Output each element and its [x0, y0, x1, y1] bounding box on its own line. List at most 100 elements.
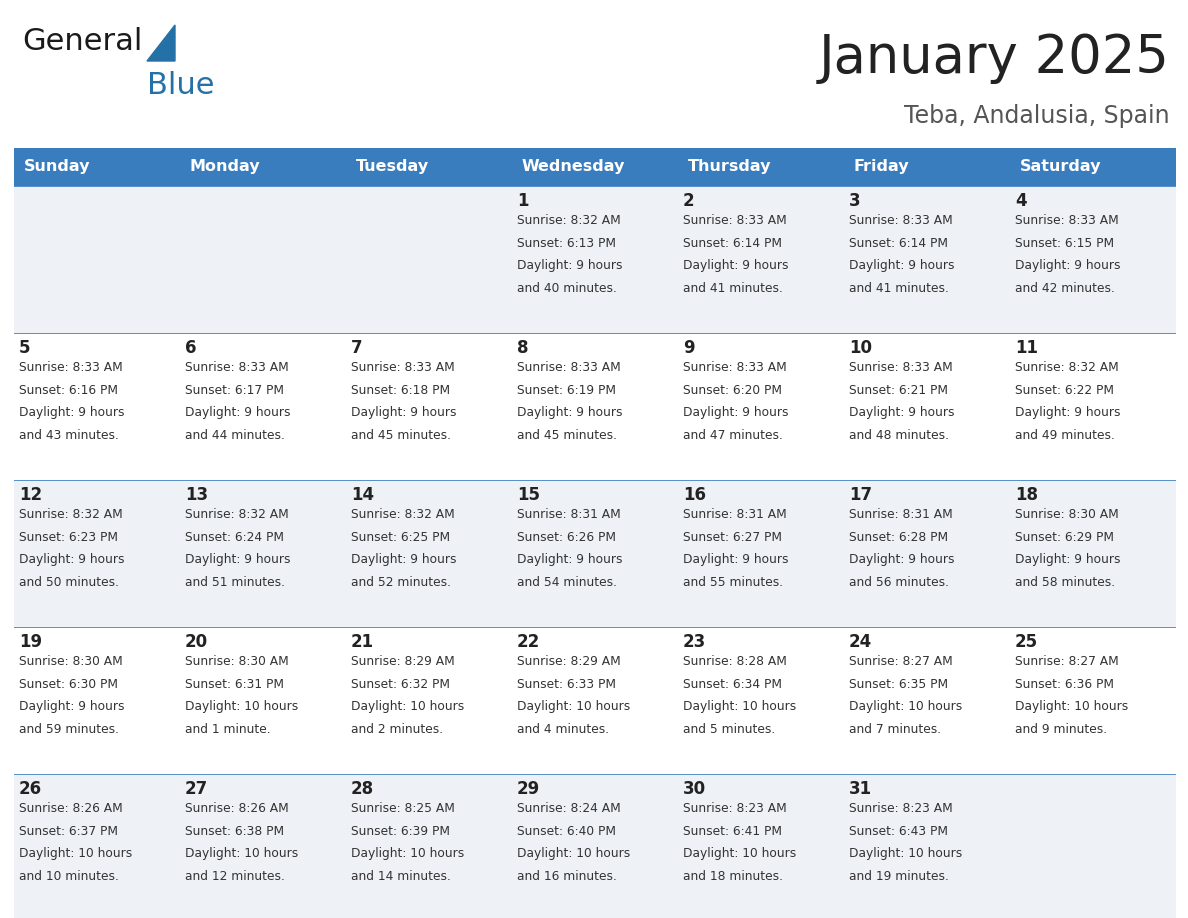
Text: Daylight: 9 hours: Daylight: 9 hours	[517, 407, 623, 420]
Text: Teba, Andalusia, Spain: Teba, Andalusia, Spain	[904, 104, 1170, 128]
Text: Sunrise: 8:31 AM: Sunrise: 8:31 AM	[683, 508, 786, 521]
Text: Sunrise: 8:33 AM: Sunrise: 8:33 AM	[1015, 214, 1119, 227]
Text: Daylight: 10 hours: Daylight: 10 hours	[1015, 700, 1129, 713]
Text: and 41 minutes.: and 41 minutes.	[683, 282, 783, 295]
Text: Sunrise: 8:28 AM: Sunrise: 8:28 AM	[683, 655, 786, 668]
Text: Sunset: 6:22 PM: Sunset: 6:22 PM	[1015, 384, 1114, 397]
Text: 3: 3	[849, 192, 860, 210]
Text: Daylight: 9 hours: Daylight: 9 hours	[1015, 407, 1120, 420]
Text: Daylight: 9 hours: Daylight: 9 hours	[849, 554, 954, 566]
Text: Daylight: 9 hours: Daylight: 9 hours	[849, 407, 954, 420]
Text: Daylight: 9 hours: Daylight: 9 hours	[849, 259, 954, 273]
Text: Sunset: 6:34 PM: Sunset: 6:34 PM	[683, 677, 782, 690]
Text: 12: 12	[19, 486, 42, 504]
Text: Sunrise: 8:33 AM: Sunrise: 8:33 AM	[350, 361, 455, 374]
Text: and 42 minutes.: and 42 minutes.	[1015, 282, 1114, 295]
Text: Sunset: 6:37 PM: Sunset: 6:37 PM	[19, 824, 118, 837]
Text: and 56 minutes.: and 56 minutes.	[849, 576, 949, 588]
Text: Wednesday: Wednesday	[522, 160, 625, 174]
Text: Tuesday: Tuesday	[356, 160, 429, 174]
Text: Sunset: 6:18 PM: Sunset: 6:18 PM	[350, 384, 450, 397]
Text: 25: 25	[1015, 633, 1038, 651]
Text: and 55 minutes.: and 55 minutes.	[683, 576, 783, 588]
Text: Monday: Monday	[190, 160, 260, 174]
Text: Daylight: 9 hours: Daylight: 9 hours	[19, 700, 125, 713]
Text: Daylight: 10 hours: Daylight: 10 hours	[849, 847, 962, 860]
Text: 6: 6	[185, 339, 196, 357]
Text: Sunset: 6:41 PM: Sunset: 6:41 PM	[683, 824, 782, 837]
Text: Sunset: 6:26 PM: Sunset: 6:26 PM	[517, 531, 617, 543]
Text: Sunrise: 8:27 AM: Sunrise: 8:27 AM	[1015, 655, 1119, 668]
Text: and 45 minutes.: and 45 minutes.	[350, 429, 451, 442]
Text: Sunrise: 8:33 AM: Sunrise: 8:33 AM	[849, 361, 953, 374]
Text: and 45 minutes.: and 45 minutes.	[517, 429, 617, 442]
Text: and 51 minutes.: and 51 minutes.	[185, 576, 285, 588]
Text: Sunrise: 8:32 AM: Sunrise: 8:32 AM	[19, 508, 122, 521]
Text: Sunrise: 8:29 AM: Sunrise: 8:29 AM	[517, 655, 621, 668]
Text: Daylight: 9 hours: Daylight: 9 hours	[19, 554, 125, 566]
Text: Sunrise: 8:33 AM: Sunrise: 8:33 AM	[185, 361, 289, 374]
Text: and 14 minutes.: and 14 minutes.	[350, 870, 451, 883]
Text: 19: 19	[19, 633, 42, 651]
Text: Sunrise: 8:33 AM: Sunrise: 8:33 AM	[517, 361, 621, 374]
Text: Daylight: 10 hours: Daylight: 10 hours	[185, 847, 298, 860]
Text: 16: 16	[683, 486, 706, 504]
Text: Sunset: 6:13 PM: Sunset: 6:13 PM	[517, 237, 617, 250]
Text: Sunrise: 8:24 AM: Sunrise: 8:24 AM	[517, 802, 621, 815]
Text: 20: 20	[185, 633, 208, 651]
Text: Sunset: 6:40 PM: Sunset: 6:40 PM	[517, 824, 617, 837]
Text: and 5 minutes.: and 5 minutes.	[683, 722, 776, 736]
Text: Sunrise: 8:33 AM: Sunrise: 8:33 AM	[849, 214, 953, 227]
Text: Sunrise: 8:32 AM: Sunrise: 8:32 AM	[350, 508, 455, 521]
Text: Sunset: 6:15 PM: Sunset: 6:15 PM	[1015, 237, 1114, 250]
Text: Sunrise: 8:31 AM: Sunrise: 8:31 AM	[517, 508, 621, 521]
Text: Daylight: 10 hours: Daylight: 10 hours	[19, 847, 132, 860]
Text: and 49 minutes.: and 49 minutes.	[1015, 429, 1114, 442]
Text: Sunday: Sunday	[24, 160, 90, 174]
Text: Blue: Blue	[147, 71, 215, 99]
Text: 2: 2	[683, 192, 695, 210]
Text: Daylight: 9 hours: Daylight: 9 hours	[350, 407, 456, 420]
Text: Sunrise: 8:32 AM: Sunrise: 8:32 AM	[517, 214, 621, 227]
Text: and 58 minutes.: and 58 minutes.	[1015, 576, 1116, 588]
Text: Sunrise: 8:33 AM: Sunrise: 8:33 AM	[683, 361, 786, 374]
Text: Daylight: 10 hours: Daylight: 10 hours	[683, 847, 796, 860]
Text: Sunset: 6:23 PM: Sunset: 6:23 PM	[19, 531, 118, 543]
Text: Sunset: 6:29 PM: Sunset: 6:29 PM	[1015, 531, 1114, 543]
Text: Sunset: 6:19 PM: Sunset: 6:19 PM	[517, 384, 617, 397]
Text: Thursday: Thursday	[688, 160, 771, 174]
Text: Daylight: 9 hours: Daylight: 9 hours	[1015, 554, 1120, 566]
Text: and 47 minutes.: and 47 minutes.	[683, 429, 783, 442]
Text: and 2 minutes.: and 2 minutes.	[350, 722, 443, 736]
Text: Sunset: 6:27 PM: Sunset: 6:27 PM	[683, 531, 782, 543]
Text: Sunset: 6:17 PM: Sunset: 6:17 PM	[185, 384, 284, 397]
Text: Sunset: 6:31 PM: Sunset: 6:31 PM	[185, 677, 284, 690]
Text: Sunrise: 8:26 AM: Sunrise: 8:26 AM	[19, 802, 122, 815]
Text: 13: 13	[185, 486, 208, 504]
Text: Daylight: 10 hours: Daylight: 10 hours	[683, 700, 796, 713]
Text: Sunrise: 8:29 AM: Sunrise: 8:29 AM	[350, 655, 455, 668]
Text: Sunrise: 8:23 AM: Sunrise: 8:23 AM	[683, 802, 786, 815]
Text: 30: 30	[683, 780, 706, 798]
Text: Daylight: 9 hours: Daylight: 9 hours	[517, 259, 623, 273]
Text: Daylight: 10 hours: Daylight: 10 hours	[849, 700, 962, 713]
Text: and 10 minutes.: and 10 minutes.	[19, 870, 119, 883]
Text: 31: 31	[849, 780, 872, 798]
Text: Daylight: 9 hours: Daylight: 9 hours	[683, 259, 789, 273]
Text: Sunset: 6:30 PM: Sunset: 6:30 PM	[19, 677, 118, 690]
Text: Sunset: 6:24 PM: Sunset: 6:24 PM	[185, 531, 284, 543]
Text: 17: 17	[849, 486, 872, 504]
Text: and 59 minutes.: and 59 minutes.	[19, 722, 119, 736]
Text: and 19 minutes.: and 19 minutes.	[849, 870, 949, 883]
Text: 24: 24	[849, 633, 872, 651]
Text: 8: 8	[517, 339, 529, 357]
Text: Sunset: 6:32 PM: Sunset: 6:32 PM	[350, 677, 450, 690]
Text: Sunset: 6:36 PM: Sunset: 6:36 PM	[1015, 677, 1114, 690]
Text: 26: 26	[19, 780, 42, 798]
Text: Daylight: 9 hours: Daylight: 9 hours	[185, 554, 291, 566]
Text: and 16 minutes.: and 16 minutes.	[517, 870, 617, 883]
Text: 1: 1	[517, 192, 529, 210]
Text: 28: 28	[350, 780, 374, 798]
Text: Daylight: 9 hours: Daylight: 9 hours	[350, 554, 456, 566]
Text: 4: 4	[1015, 192, 1026, 210]
